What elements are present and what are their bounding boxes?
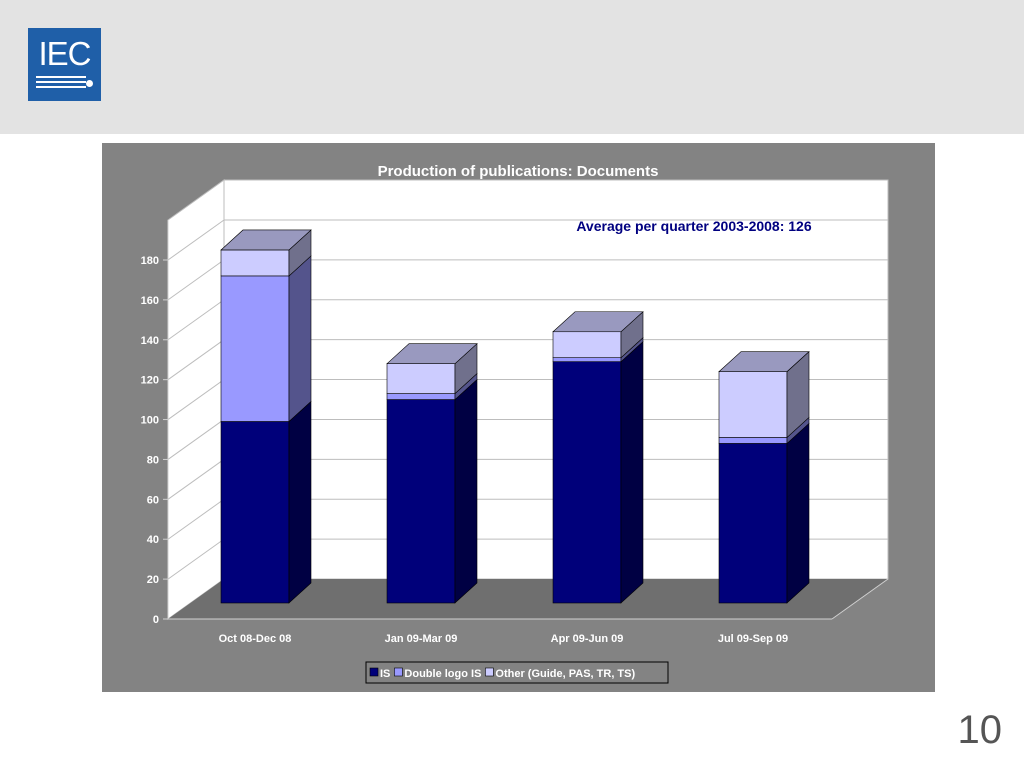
legend-swatch bbox=[485, 667, 494, 677]
bar-segment-front bbox=[220, 421, 290, 604]
bar-segment-front bbox=[718, 371, 788, 438]
y-tick-label: 160 bbox=[141, 295, 159, 307]
bar-top bbox=[718, 351, 810, 372]
iec-logo: IEC bbox=[28, 28, 101, 101]
average-annotation: Average per quarter 2003-2008: 126 bbox=[576, 218, 812, 234]
bar-segment-front bbox=[220, 275, 290, 422]
legend-label: Double logo IS bbox=[404, 668, 481, 680]
y-tick-label: 20 bbox=[147, 574, 159, 586]
gridline-side bbox=[167, 498, 225, 540]
gridline-side bbox=[167, 538, 225, 580]
y-tick-label: 80 bbox=[147, 454, 159, 466]
bar-segment-front bbox=[386, 393, 456, 400]
gridline-side bbox=[167, 379, 225, 420]
bar-segment-side bbox=[288, 255, 312, 423]
bar-segment-front bbox=[718, 443, 788, 604]
x-tick-label: Oct 08-Dec 08 bbox=[219, 633, 292, 645]
bar-segment-side bbox=[288, 400, 312, 604]
bar-segment-front bbox=[552, 331, 622, 358]
bar-segment-front bbox=[718, 437, 788, 444]
bar-segment-side bbox=[620, 340, 644, 604]
y-tick-label: 180 bbox=[141, 255, 159, 267]
gridline-side bbox=[167, 458, 225, 500]
x-tick-label: Jan 09-Mar 09 bbox=[385, 633, 458, 645]
bar-top bbox=[386, 343, 478, 364]
y-tick-label: 0 bbox=[153, 614, 159, 626]
bar-segment-side bbox=[454, 378, 478, 604]
bar-segment-front bbox=[386, 363, 456, 394]
logo-line bbox=[36, 81, 86, 83]
legend-swatch bbox=[369, 667, 379, 677]
logo-dot bbox=[86, 80, 93, 87]
bar-segment-side bbox=[786, 422, 810, 604]
gridline-side bbox=[167, 219, 225, 261]
gridline-side bbox=[167, 339, 225, 381]
bar-segment-front bbox=[386, 399, 456, 604]
x-tick-label: Jul 09-Sep 09 bbox=[718, 633, 788, 645]
y-tick-label: 140 bbox=[141, 335, 159, 347]
stacked-bar-chart: Production of publications: Documents 0 20… bbox=[141, 163, 889, 684]
header-band: IEC bbox=[0, 0, 1024, 134]
legend-label: IS bbox=[380, 668, 390, 680]
gridline-side bbox=[167, 259, 225, 301]
chart-title: Production of publications: Documents bbox=[378, 163, 659, 180]
slide-number: 10 bbox=[957, 708, 1003, 752]
chart-floor bbox=[168, 579, 888, 619]
bar-top bbox=[220, 229, 312, 251]
chart-frame: Production of publications: Documents 0 20… bbox=[102, 143, 935, 692]
gridline-side bbox=[167, 299, 225, 341]
bar-segment-front bbox=[552, 357, 622, 362]
legend-swatch bbox=[394, 667, 403, 677]
gridline-side bbox=[167, 419, 225, 460]
logo-text: IEC bbox=[38, 35, 91, 72]
logo-line bbox=[36, 76, 86, 78]
logo-line bbox=[36, 86, 86, 88]
bar-segment-front bbox=[552, 361, 622, 604]
bar-top bbox=[552, 311, 644, 333]
legend-label: Other (Guide, PAS, TR, TS) bbox=[495, 668, 635, 680]
y-tick-label: 120 bbox=[141, 375, 159, 387]
y-tick-label: 100 bbox=[141, 415, 159, 427]
x-tick-label: Apr 09-Jun 09 bbox=[551, 633, 624, 645]
bar-segment-front bbox=[220, 249, 290, 277]
floor-edge bbox=[831, 578, 889, 620]
y-tick-label: 40 bbox=[147, 534, 159, 546]
legend-box bbox=[365, 661, 669, 684]
y-tick-label: 60 bbox=[147, 494, 159, 506]
